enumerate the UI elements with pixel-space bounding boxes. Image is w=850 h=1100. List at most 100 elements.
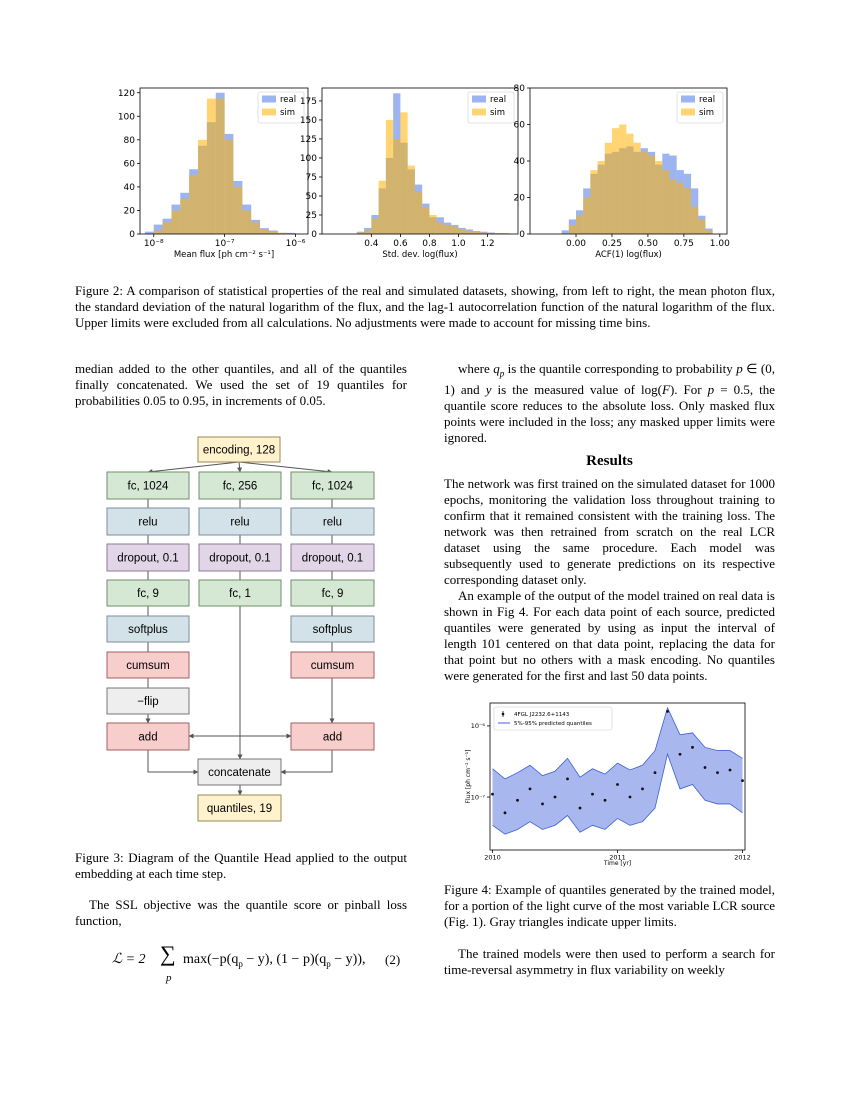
eq-part: p: [238, 958, 243, 969]
node-box: [290, 543, 375, 572]
node-box: [106, 579, 190, 607]
node-box: [106, 471, 190, 500]
node-box: [106, 543, 190, 572]
x-tick-label: 0.4: [364, 239, 379, 249]
histogram-bar: [662, 170, 670, 234]
math: q: [493, 361, 500, 376]
histogram-bar: [655, 161, 663, 234]
histogram-bar: [691, 206, 699, 234]
eq-part: max(−p(qp − y), (1 − p)(qp − y)),: [183, 952, 366, 972]
eq-part: − y)),: [330, 952, 366, 967]
paragraph: The trained models were then used to per…: [444, 946, 775, 977]
histogram-bar: [683, 188, 692, 234]
diagram-node: dropout, 0.1: [290, 543, 375, 572]
histogram-bar: [260, 229, 269, 234]
x-tick-label: 10⁻⁸: [144, 239, 164, 249]
paragraph: An example of the output of the model tr…: [444, 588, 775, 683]
histogram-bar: [180, 198, 190, 234]
math: p: [499, 368, 505, 379]
x-tick-label: 10⁻⁷: [215, 239, 235, 249]
x-tick-label: 2010: [484, 854, 501, 862]
node-label: softplus: [313, 624, 353, 636]
diagram-node: dropout, 0.1: [198, 543, 282, 572]
text: = 0.5, the quantile score reduces to the…: [444, 381, 775, 445]
math: y: [485, 381, 492, 397]
paragraph: median added to the other quantiles, and…: [75, 361, 407, 408]
y-tick-label: 40: [514, 157, 526, 167]
data-point: [553, 795, 557, 799]
legend-swatch: [501, 712, 505, 716]
diagram-node: softplus: [106, 615, 190, 643]
histogram-bar: [561, 230, 569, 234]
axes-frame: [321, 87, 519, 235]
node-label: encoding, 128: [203, 445, 275, 457]
node-label: add: [138, 732, 157, 744]
node-box: [198, 543, 282, 572]
y-tick-label: 10⁻⁷: [471, 793, 486, 801]
x-tick-label: 1.00: [710, 239, 730, 249]
y-tick-label: 80: [124, 136, 136, 146]
figure-2-caption: Figure 2: A comparison of statistical pr…: [75, 283, 775, 330]
histogram-bar: [597, 161, 605, 234]
node-label: relu: [230, 517, 249, 529]
histogram-bar: [268, 231, 278, 234]
histogram-bar: [669, 179, 677, 234]
y-tick-label: 0: [311, 230, 317, 240]
node-label: −flip: [137, 696, 158, 708]
histogram-bar: [393, 138, 401, 234]
node-label: fc, 1024: [312, 481, 354, 493]
histogram-bar: [465, 230, 473, 234]
histogram-bar: [583, 197, 591, 234]
histogram-bar: [590, 170, 598, 234]
node-label: fc, 9: [322, 588, 344, 600]
histogram-bar: [640, 151, 648, 234]
histogram-bar: [407, 165, 415, 234]
histogram-bar: [414, 192, 423, 234]
chart: 0.00 0.25 0.50 0.75 1.00 0 20 40 60 80 ACF(1) log(…: [514, 84, 731, 260]
histogram-bar: [604, 142, 612, 234]
histogram-bar: [277, 232, 287, 234]
histogram-bar: [189, 175, 199, 234]
diagram-node: add: [106, 722, 190, 751]
text: is the quantile corresponding to probabi…: [504, 361, 737, 376]
histogram-bar: [153, 224, 163, 234]
y-tick-label: 60: [124, 160, 136, 170]
histogram-bar: [698, 219, 706, 234]
legend-swatch: [472, 108, 486, 116]
data-point: [603, 798, 607, 802]
y-tick-label: 100: [118, 112, 135, 122]
data-point: [666, 709, 669, 713]
axes-frame: [139, 87, 309, 235]
arrow: [237, 461, 243, 473]
histogram-bar: [619, 124, 627, 234]
histogram-bar: [611, 128, 620, 234]
text: is the measured value of log(: [491, 381, 662, 397]
y-tick-label: 100: [300, 154, 317, 164]
x-tick-label: 10⁻⁶: [286, 239, 306, 249]
paragraph: The SSL objective was the quantile score…: [75, 897, 407, 928]
diagram-node: −flip: [106, 687, 190, 715]
y-tick-label: 0: [129, 230, 135, 240]
node-box: [198, 471, 282, 500]
math: p: [707, 381, 715, 397]
histogram-bar: [443, 224, 452, 234]
plot-area: [144, 92, 296, 234]
arrow: [238, 461, 333, 475]
histogram-bar: [472, 231, 481, 234]
y-tick-label: 150: [300, 116, 317, 126]
paragraph: The network was first trained on the sim…: [444, 476, 775, 587]
diagram-node: cumsum: [290, 651, 375, 679]
x-axis-label: Std. dev. log(flux): [382, 250, 457, 260]
x-tick-label: 0.50: [638, 239, 658, 249]
data-point: [678, 752, 682, 756]
node-label: dropout, 0.1: [302, 553, 363, 565]
figure-3-caption: Figure 3: Diagram of the Quantile Head a…: [75, 850, 407, 881]
histogram-bar: [576, 215, 584, 234]
legend-label: 5%-95% predicted quantiles: [514, 721, 592, 727]
arrow: [280, 750, 333, 775]
y-tick-label: 40: [124, 183, 136, 193]
node-box: [197, 758, 282, 786]
data-point: [628, 795, 632, 799]
node-box: [198, 507, 282, 536]
legend-swatch: [472, 95, 486, 103]
